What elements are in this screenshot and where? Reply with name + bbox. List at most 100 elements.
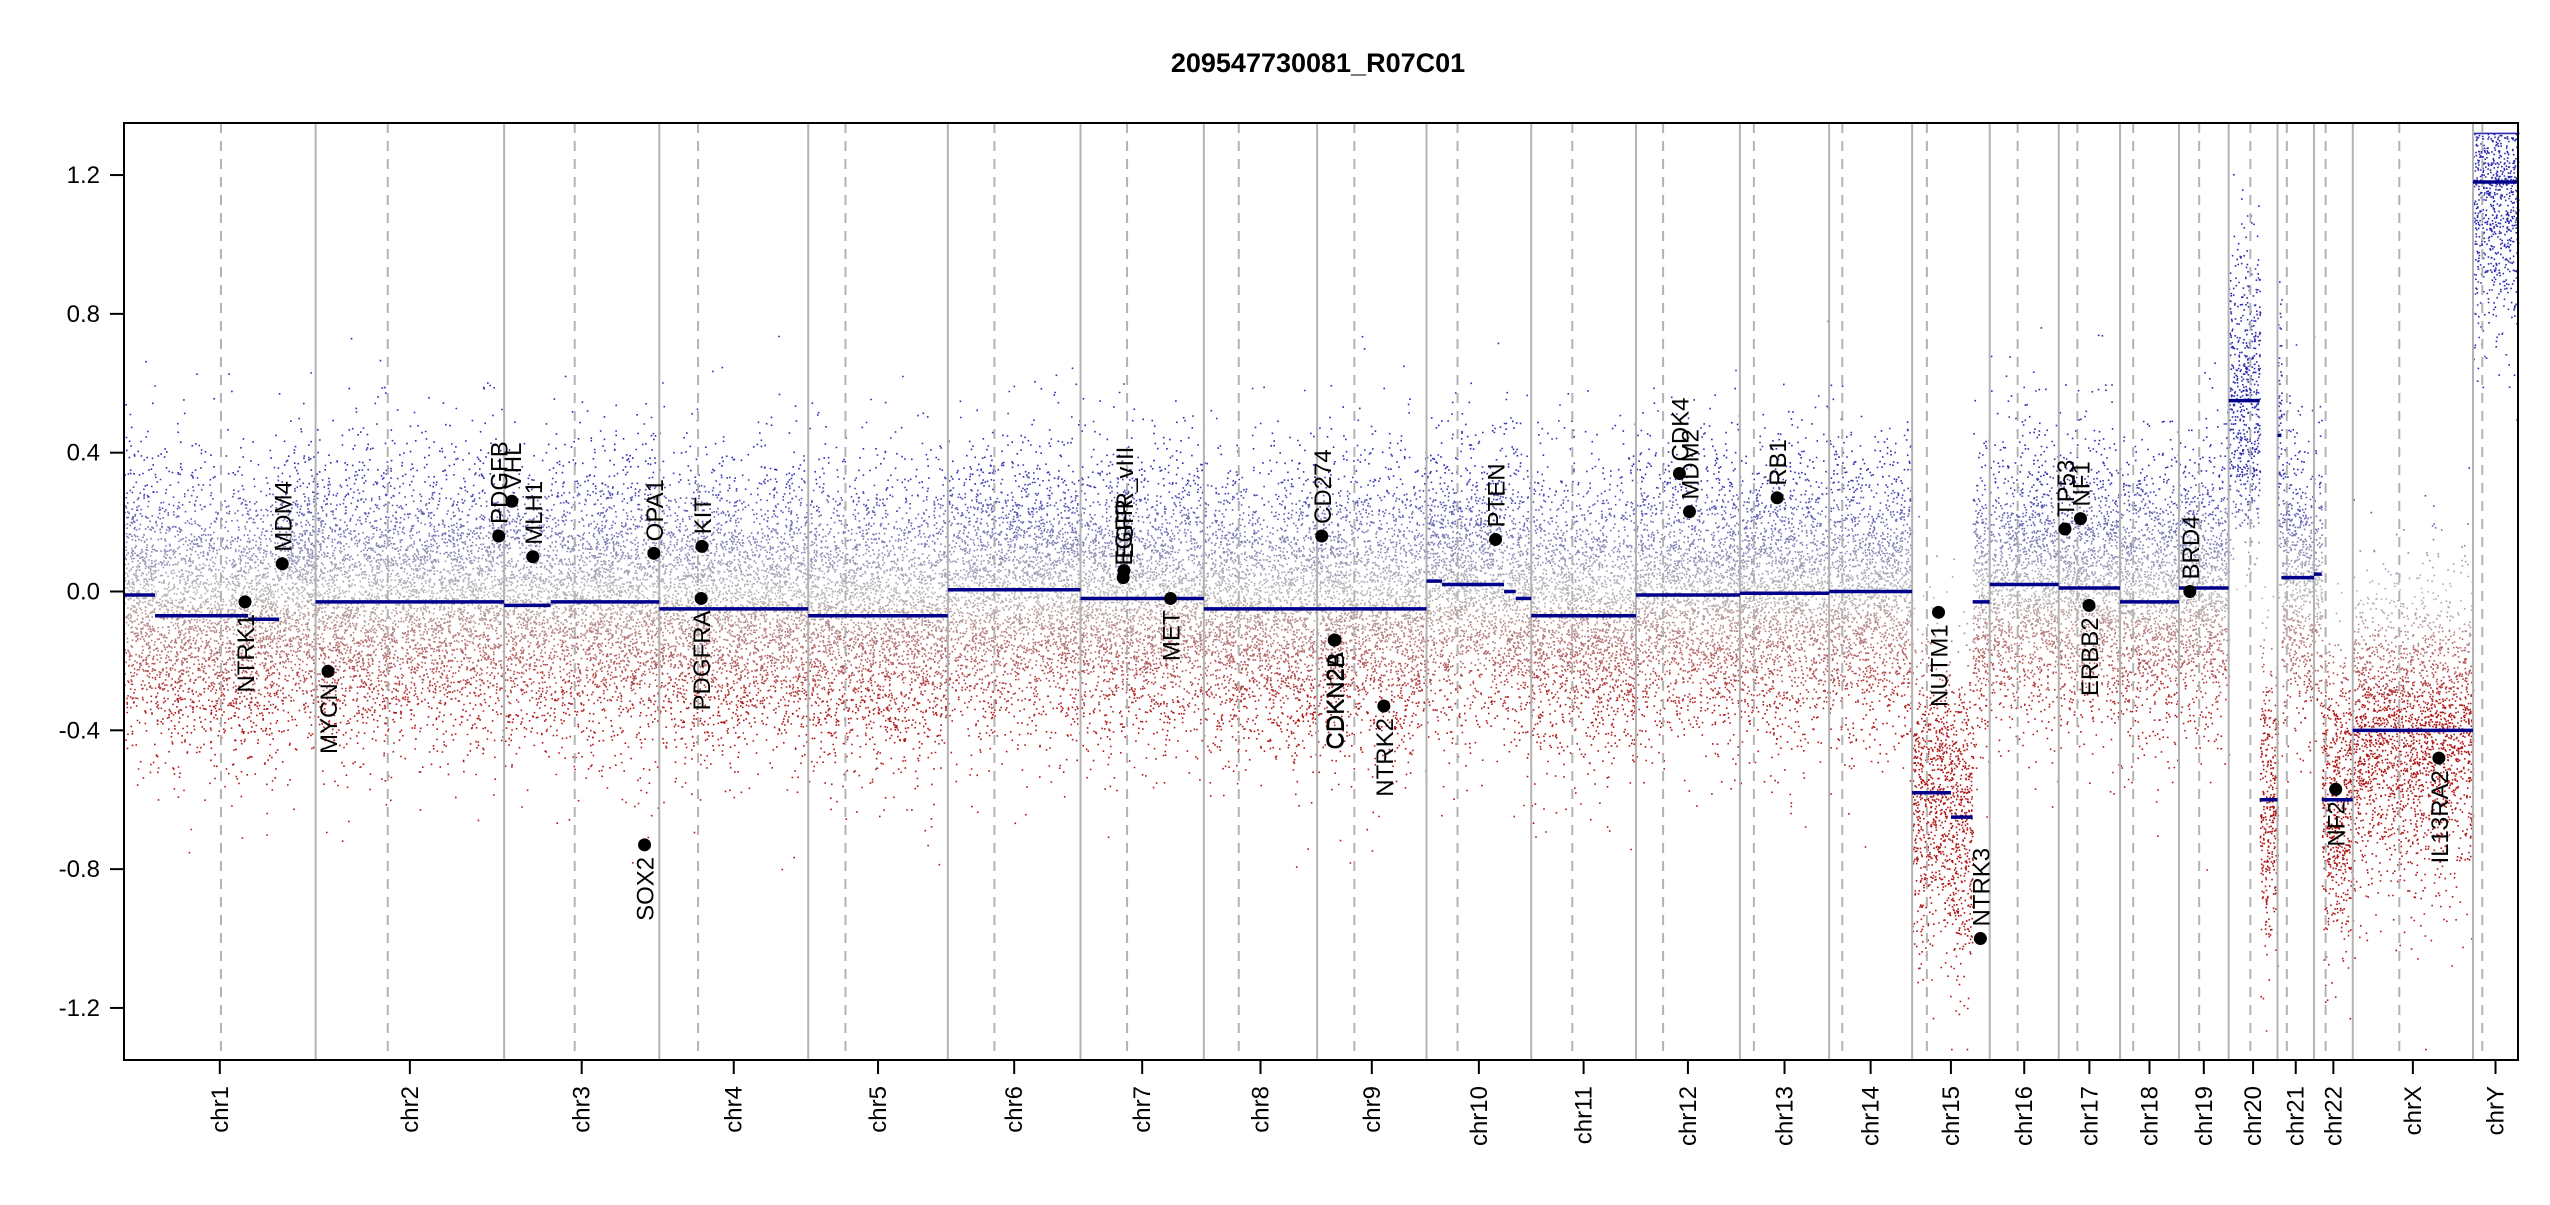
probe-cloud <box>136 530 2443 531</box>
y-tick-label: 0.4 <box>67 440 100 467</box>
probe-cloud <box>133 591 2429 592</box>
probe-cloud <box>135 545 2465 546</box>
probe-cloud <box>140 514 2299 515</box>
gene-point-NTRK1 <box>239 595 252 608</box>
probe-cloud <box>144 585 2315 586</box>
x-tick-label-chr15: chr15 <box>1938 1086 1965 1146</box>
probe-cloud <box>296 471 2261 472</box>
x-tick-label-chr18: chr18 <box>2137 1086 2164 1146</box>
probe-cloud <box>136 706 2474 707</box>
y-tick-label: -0.8 <box>59 856 100 883</box>
probe-cloud <box>138 605 2359 606</box>
y-tick-label: -0.4 <box>59 717 100 744</box>
probe-cloud <box>147 527 2296 528</box>
x-tick-label-chr11: chr11 <box>1571 1086 1598 1144</box>
probe-cloud <box>145 711 2472 712</box>
probe-cloud <box>141 509 2323 510</box>
probe-cloud <box>297 481 2249 482</box>
probe-cloud <box>133 675 2461 676</box>
probe-cloud <box>161 523 2323 524</box>
gene-label-MDM4: MDM4 <box>270 481 297 552</box>
probe-cloud <box>125 133 2519 470</box>
probe-cloud <box>132 579 2321 580</box>
probe-cloud <box>141 549 2310 550</box>
gene-label-MDM2: MDM2 <box>1677 429 1704 500</box>
gene-point-NF1 <box>2074 512 2087 525</box>
x-tick-label-chr22: chr22 <box>2320 1086 2347 1146</box>
gene-point-TP53 <box>2058 523 2071 536</box>
probe-points <box>124 133 2520 1049</box>
gene-label-ERBB2: ERBB2 <box>2077 617 2104 696</box>
gene-point-MDM2 <box>1683 505 1696 518</box>
probe-cloud <box>127 712 2466 713</box>
probe-cloud <box>126 550 2313 551</box>
x-tick-label-chrY: chrY <box>2483 1086 2510 1135</box>
probe-cloud <box>132 508 2307 509</box>
probe-cloud <box>136 520 2321 521</box>
probe-cloud <box>126 493 2321 494</box>
gene-point-PTEN <box>1489 533 1502 546</box>
probe-cloud <box>139 563 2306 564</box>
probe-cloud <box>136 578 2418 579</box>
probe-cloud <box>126 702 2426 703</box>
gene-point-MYCN <box>322 665 335 678</box>
probe-cloud <box>169 531 2319 532</box>
probe-cloud <box>124 512 2372 513</box>
gene-label-NTRK2: NTRK2 <box>1372 718 1399 797</box>
gene-label-SOX2: SOX2 <box>633 857 660 921</box>
x-tick-label-chr10: chr10 <box>1466 1086 1493 1146</box>
probe-cloud <box>160 479 2316 480</box>
probe-cloud <box>128 538 2321 539</box>
probe-cloud <box>128 474 2285 475</box>
probe-cloud <box>146 658 2407 659</box>
probe-cloud <box>144 710 2438 711</box>
probe-cloud <box>164 511 2300 512</box>
gene-label-IL13RA2: IL13RA2 <box>2427 770 2454 863</box>
chart-title: 209547730081_R07C01 <box>1171 48 1465 78</box>
x-tick-label-chr16: chr16 <box>2011 1086 2038 1146</box>
x-tick-label-chr20: chr20 <box>2240 1086 2267 1146</box>
x-tick-label-chr12: chr12 <box>1675 1086 1702 1146</box>
probe-cloud <box>145 589 2387 590</box>
probe-cloud <box>131 548 2234 549</box>
probe-cloud <box>128 513 2287 514</box>
probe-cloud <box>131 676 2463 677</box>
probe-cloud <box>170 668 2456 669</box>
probe-cloud <box>149 673 2472 674</box>
probe-cloud <box>130 490 2286 491</box>
probe-cloud <box>132 596 2439 597</box>
x-tick-label-chr7: chr7 <box>1129 1086 1156 1133</box>
x-tick-label-chr4: chr4 <box>721 1086 748 1133</box>
gene-point-NUTM1 <box>1932 606 1945 619</box>
probe-cloud <box>133 595 2322 596</box>
probe-cloud <box>137 565 2463 566</box>
gene-point-NTRK3 <box>1974 932 1987 945</box>
probe-cloud <box>126 536 2310 537</box>
probe-cloud <box>144 494 2298 495</box>
probe-cloud <box>128 582 2473 583</box>
probe-cloud <box>126 533 2297 534</box>
gene-point-MDM4 <box>276 557 289 570</box>
x-tick-label-chr9: chr9 <box>1359 1086 1386 1133</box>
probe-cloud <box>129 534 2398 535</box>
probe-cloud <box>147 623 2415 624</box>
x-tick-label-chr2: chr2 <box>397 1086 424 1133</box>
probe-cloud <box>169 710 2471 711</box>
gene-point-NF2 <box>2329 783 2342 796</box>
probe-cloud <box>127 524 2469 525</box>
probe-cloud <box>145 625 2413 626</box>
gene-point-KIT <box>695 540 708 553</box>
probe-cloud <box>143 671 2470 672</box>
gene-label-CDKN2B: CDKN2B <box>1323 652 1350 749</box>
probe-cloud <box>127 599 2437 600</box>
x-tick-label-chr5: chr5 <box>865 1086 892 1133</box>
probe-cloud <box>145 670 2471 671</box>
probe-cloud <box>126 617 2448 618</box>
gene-label-OPA1: OPA1 <box>642 479 669 541</box>
gene-label-EGFR_vIII: EGFR_vIII <box>1112 447 1139 559</box>
probe-cloud <box>128 564 2455 565</box>
probe-cloud <box>142 572 2462 573</box>
probe-cloud <box>157 693 2414 694</box>
probe-cloud <box>125 597 2424 598</box>
x-tick-label-chr17: chr17 <box>2076 1086 2103 1146</box>
